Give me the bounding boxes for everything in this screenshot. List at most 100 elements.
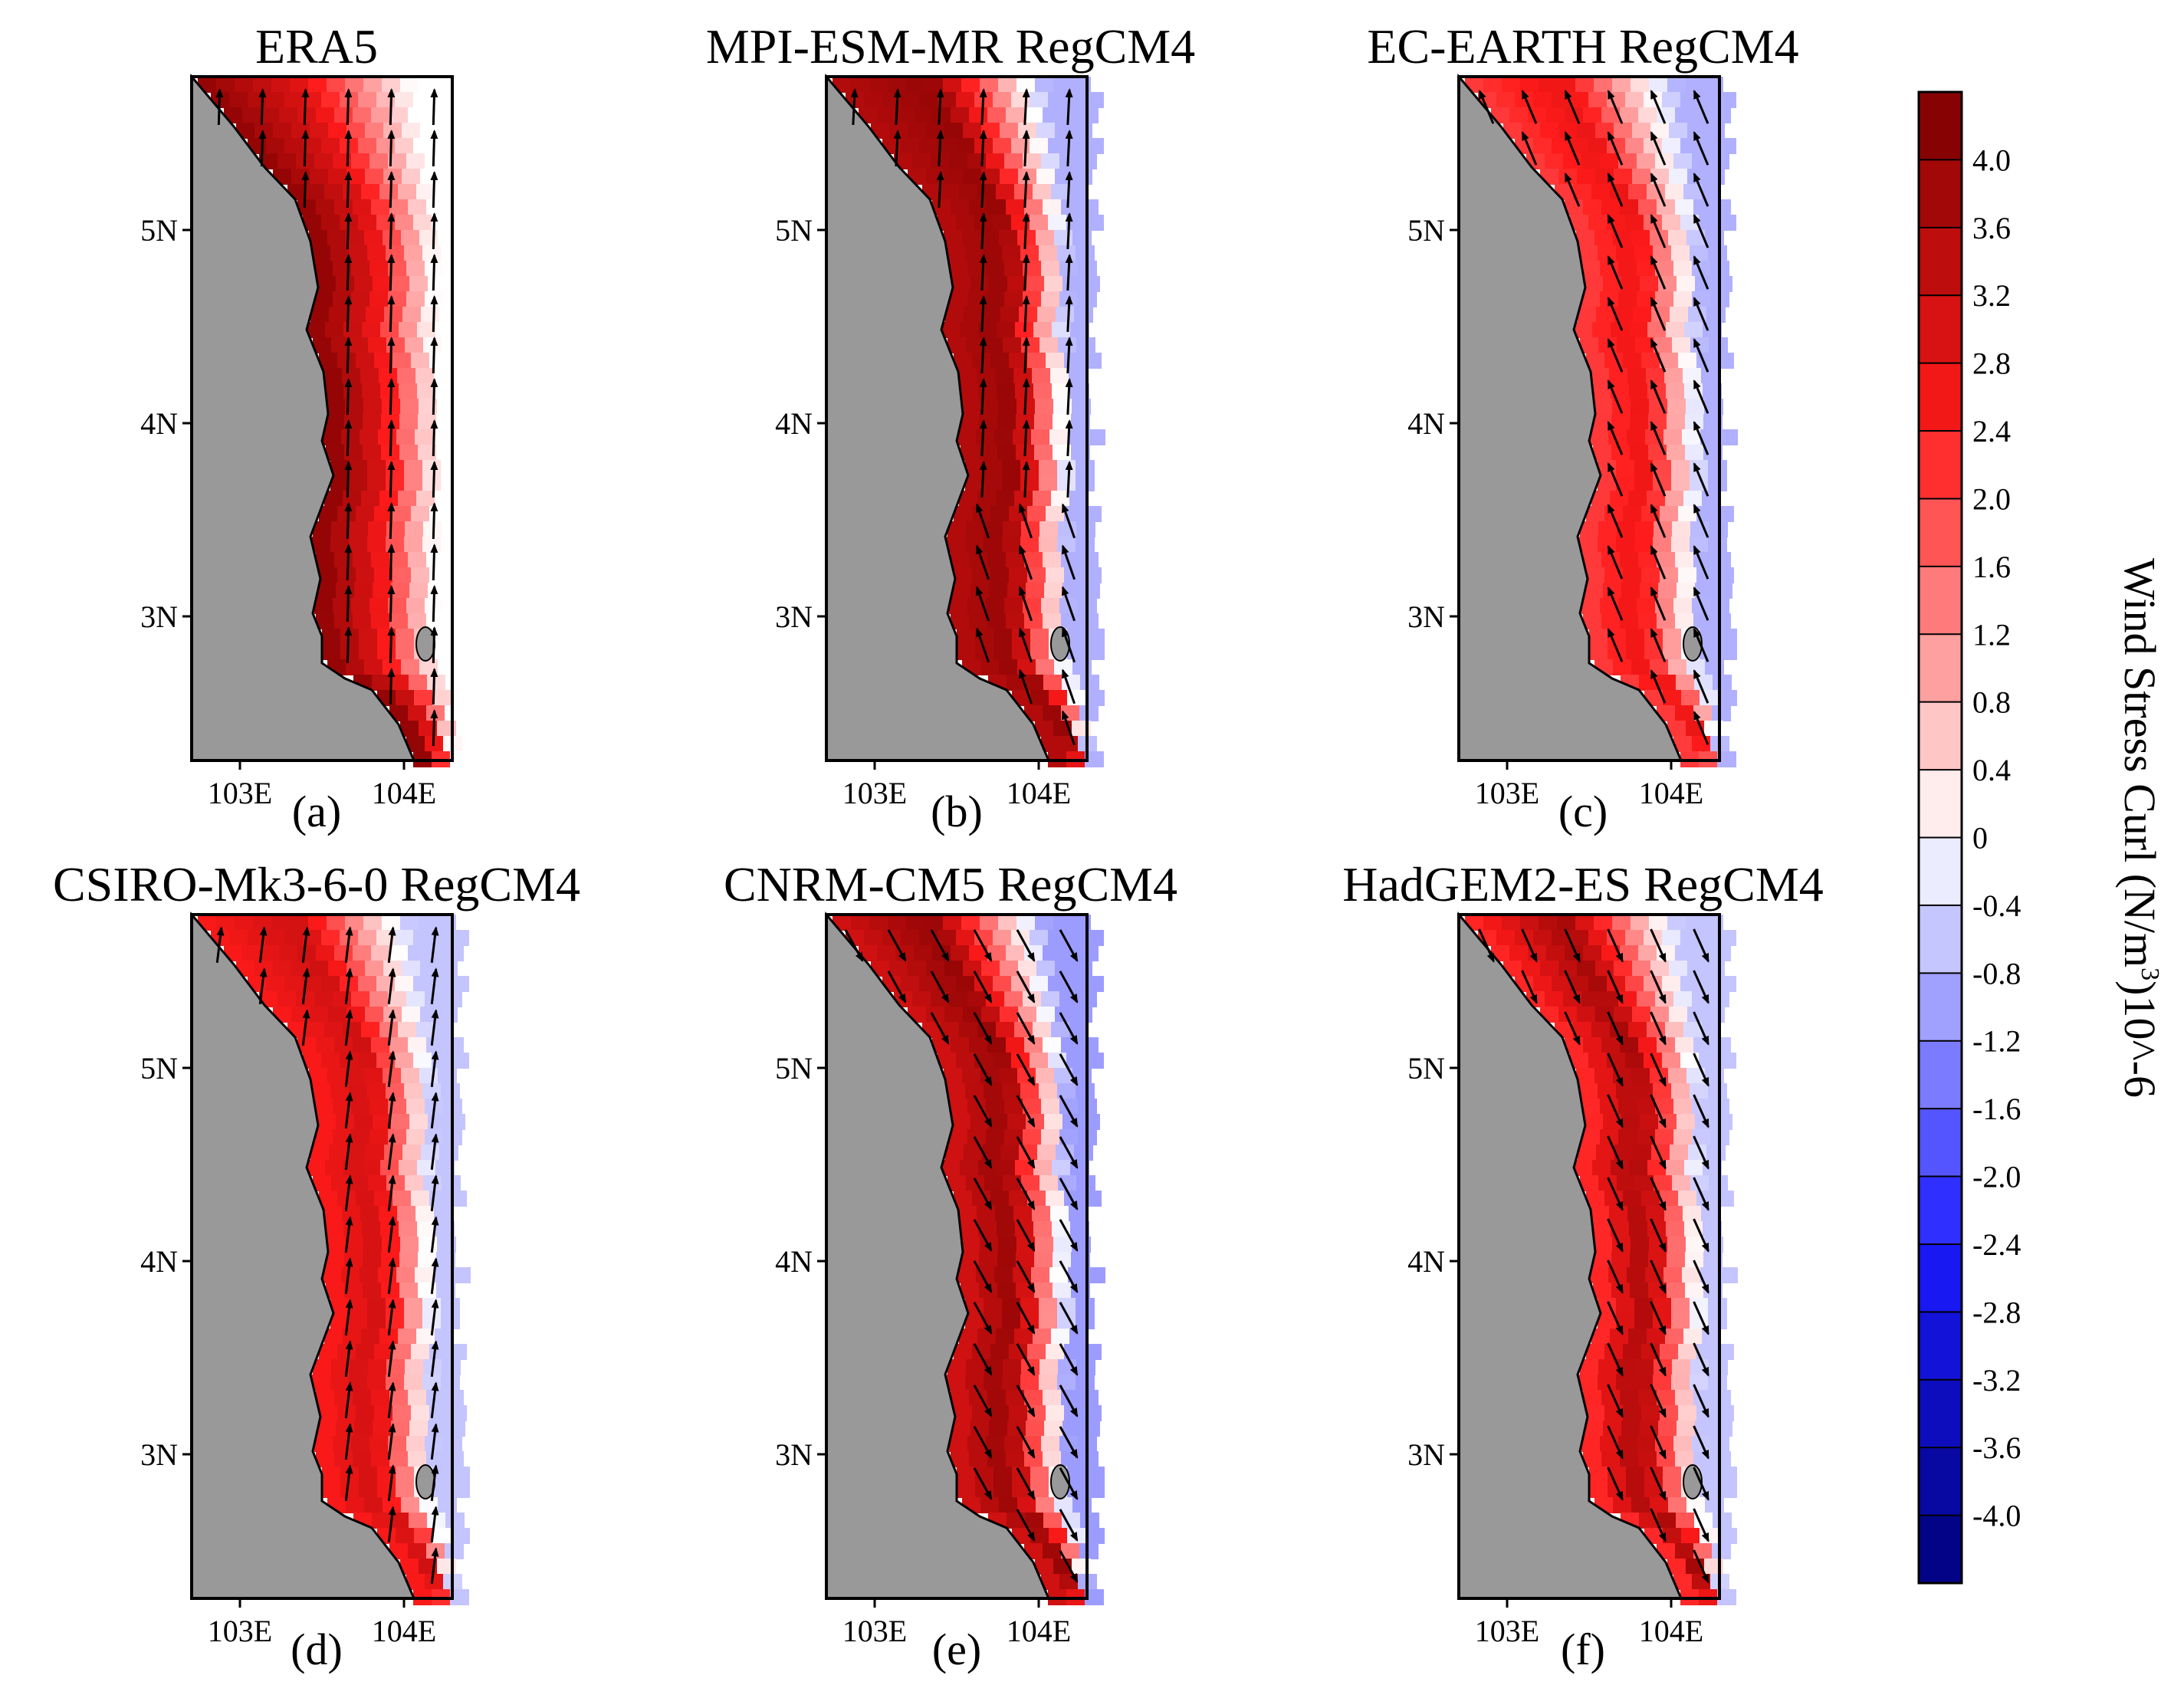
- curl-cell: [1690, 521, 1709, 537]
- colorbar-tick-label: 0.8: [1972, 685, 2011, 720]
- wind-vector: [979, 337, 987, 374]
- curl-cell: [323, 429, 342, 445]
- curl-cell: [932, 199, 951, 215]
- curl-cell: [1701, 368, 1720, 384]
- colorbar-segment: [1919, 1312, 1962, 1381]
- curl-cell: [1018, 961, 1037, 977]
- curl-cell: [1043, 1451, 1062, 1467]
- curl-cell: [1565, 107, 1584, 123]
- wind-vector: [1059, 1012, 1079, 1045]
- curl-cell: [317, 276, 337, 292]
- curl-cell: [1050, 1206, 1069, 1222]
- curl-cell: [306, 184, 325, 200]
- curl-cell: [1685, 1252, 1704, 1268]
- curl-cell: [1058, 1175, 1077, 1191]
- curl-cell: [343, 491, 362, 507]
- curl-cell: [966, 521, 985, 537]
- curl-cell: [1025, 1513, 1044, 1529]
- curl-cell: [448, 1344, 467, 1360]
- curl-cell: [999, 1068, 1018, 1084]
- curl-cell: [1085, 751, 1104, 767]
- curl-cell: [379, 491, 399, 507]
- curl-cell: [1719, 1267, 1738, 1283]
- curl-cell: [1610, 491, 1629, 507]
- curl-cell: [1067, 1528, 1086, 1544]
- curl-cell: [1657, 1037, 1676, 1053]
- curl-cell: [1638, 107, 1657, 123]
- curl-cell: [1662, 930, 1681, 946]
- curl-cell: [1631, 659, 1650, 675]
- curl-field: [1465, 77, 1738, 767]
- curl-cell: [1053, 445, 1072, 461]
- curl-cell: [1580, 337, 1599, 353]
- curl-cell: [1080, 1513, 1099, 1529]
- curl-cell: [451, 1467, 470, 1483]
- curl-cell: [1036, 1007, 1056, 1023]
- curl-cell: [371, 107, 390, 123]
- curl-cell: [947, 537, 966, 553]
- curl-cell: [1000, 961, 1019, 977]
- wind-vector: [430, 1423, 439, 1460]
- curl-cell: [1669, 123, 1688, 139]
- curl-cell: [435, 184, 454, 200]
- curl-cell: [1046, 506, 1065, 522]
- curl-cell: [1002, 1313, 1021, 1329]
- curl-cell: [1533, 976, 1552, 992]
- wind-vector: [844, 929, 864, 962]
- curl-cell: [970, 1421, 990, 1437]
- curl-cell: [345, 1237, 364, 1253]
- curl-cell: [1708, 460, 1727, 476]
- wind-vector: [1016, 1426, 1036, 1459]
- wind-vector: [430, 926, 439, 964]
- curl-cell: [349, 475, 368, 491]
- curl-cell: [426, 945, 445, 961]
- wind-vector: [1564, 1011, 1581, 1046]
- curl-cell: [1664, 1206, 1683, 1222]
- curl-cell: [1033, 1022, 1052, 1038]
- curl-cell: [1039, 1298, 1058, 1314]
- curl-cell: [1043, 1390, 1062, 1406]
- colorbar-segment: [1919, 1243, 1962, 1313]
- curl-cell: [1585, 1114, 1604, 1130]
- panel-label: (a): [292, 787, 341, 836]
- curl-cell: [1026, 276, 1045, 292]
- wind-vector: [1478, 928, 1495, 963]
- curl-cell: [369, 598, 389, 614]
- curl-cell: [952, 1114, 971, 1130]
- curl-cell: [1052, 1221, 1071, 1237]
- curl-cell: [1068, 1267, 1087, 1283]
- curl-cell: [242, 107, 261, 123]
- curl-cell: [343, 1160, 363, 1176]
- curl-cell: [1011, 138, 1030, 154]
- curl-cell: [1004, 991, 1023, 1007]
- colorbar-segment: [1919, 566, 1962, 636]
- curl-cell: [1006, 1037, 1025, 1053]
- curl-cell: [1611, 1252, 1631, 1268]
- curl-cell: [438, 230, 457, 246]
- curl-cell: [450, 751, 469, 767]
- curl-cell: [1082, 567, 1102, 583]
- curl-cell: [452, 1267, 471, 1283]
- curl-cell: [1052, 1160, 1071, 1176]
- curl-cell: [386, 460, 405, 476]
- colorbar-tick-label: -1.6: [1972, 1092, 2021, 1126]
- curl-cell: [366, 1145, 385, 1161]
- curl-cell: [1575, 77, 1594, 93]
- curl-cell: [392, 1405, 412, 1421]
- curl-cell: [944, 230, 963, 246]
- wind-vector: [1065, 130, 1073, 167]
- curl-cell: [1053, 399, 1072, 415]
- curl-cell: [990, 506, 1010, 522]
- map-frame: [1457, 75, 1721, 762]
- curl-cell: [1699, 976, 1718, 992]
- curl-cell: [1048, 138, 1067, 154]
- curl-cell: [1048, 976, 1067, 992]
- curl-cell: [1073, 123, 1092, 139]
- curl-cell: [303, 976, 322, 992]
- curl-cell: [1705, 230, 1724, 246]
- island: [1683, 626, 1703, 662]
- curl-cell: [386, 1175, 406, 1191]
- curl-cell: [415, 368, 435, 384]
- curl-cell: [386, 1298, 405, 1314]
- wind-vector: [1059, 1260, 1079, 1293]
